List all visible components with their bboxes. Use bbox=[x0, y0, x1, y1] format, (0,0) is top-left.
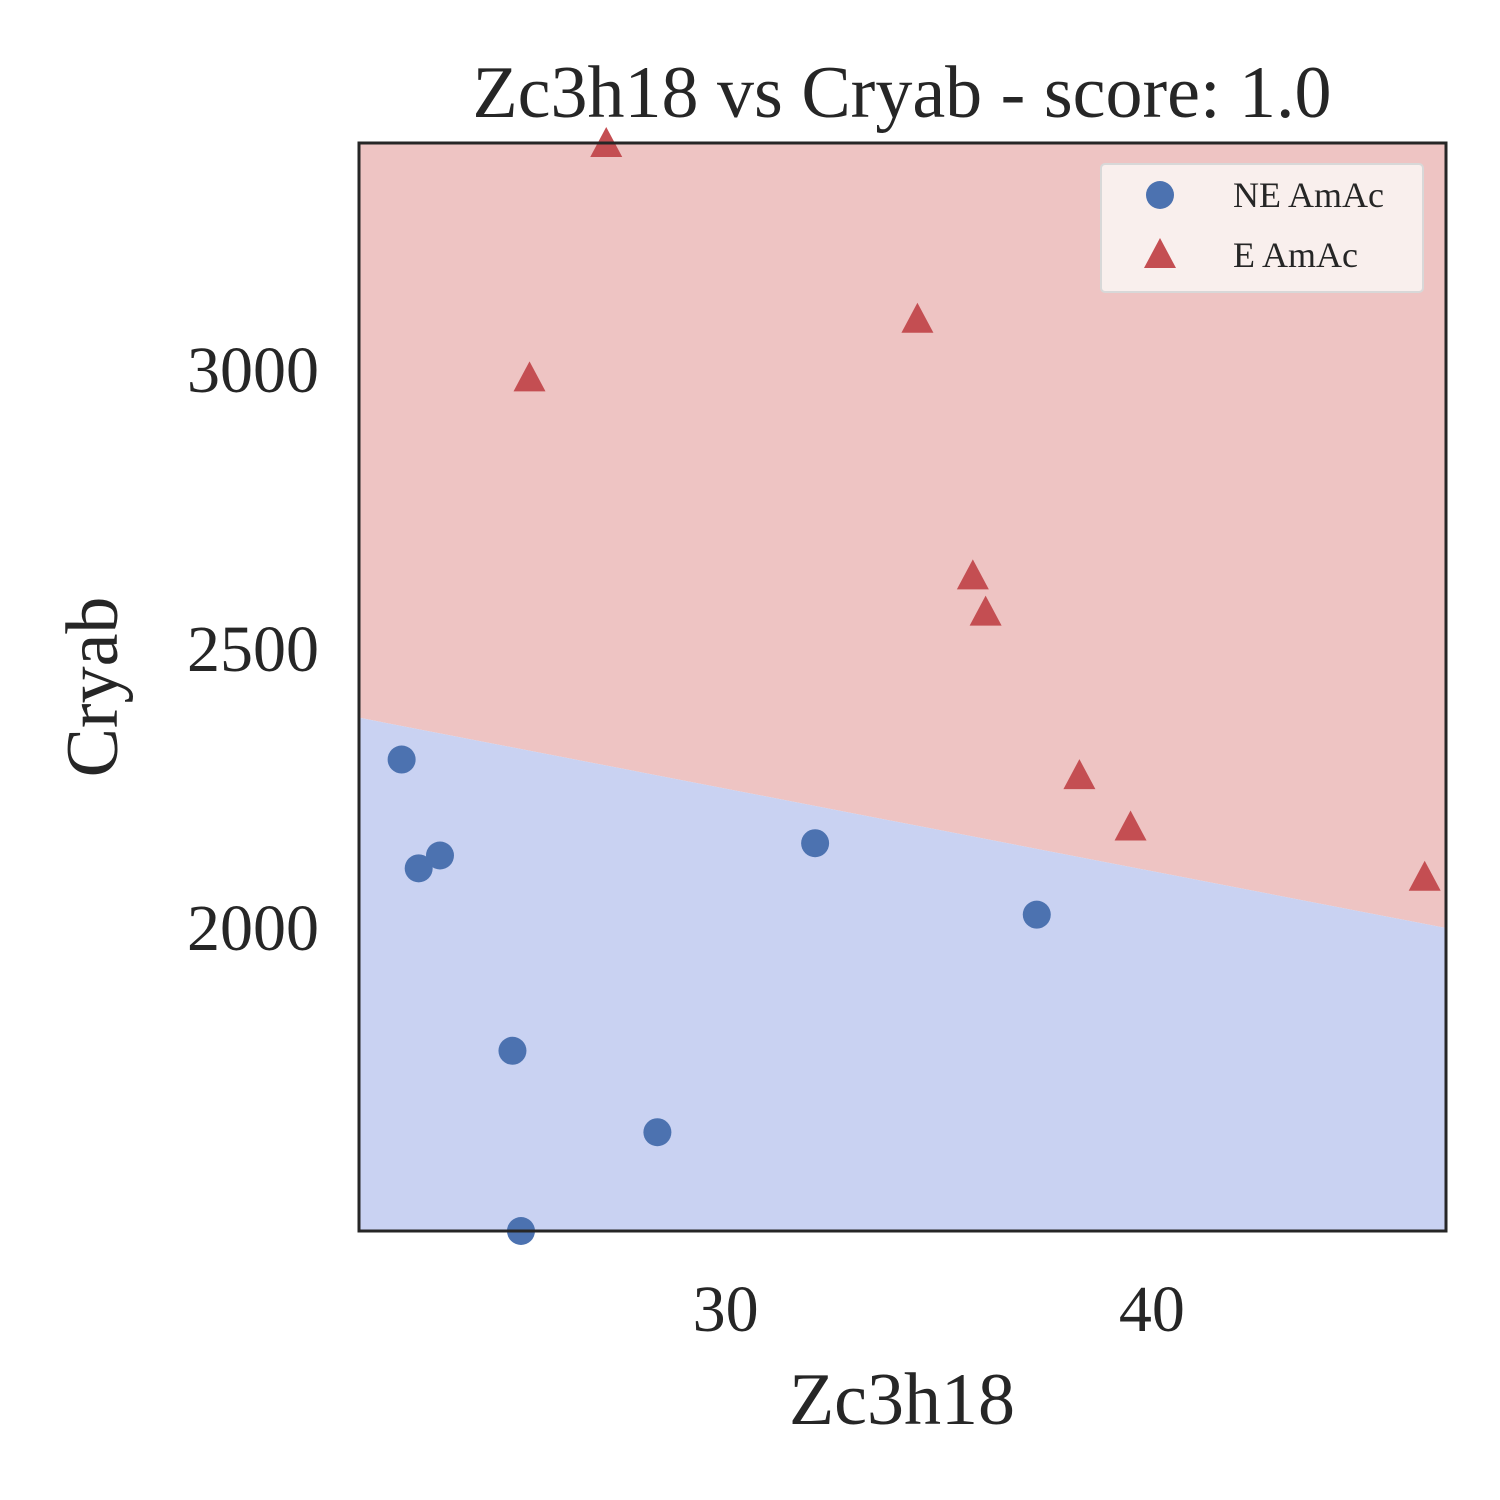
point-ne-amac bbox=[1022, 900, 1051, 929]
point-ne-amac bbox=[643, 1118, 672, 1147]
y-tick-label: 2500 bbox=[187, 613, 319, 686]
region-ne-amac bbox=[359, 717, 1446, 1231]
point-ne-amac bbox=[387, 745, 416, 774]
legend: NE AmAc E AmAc bbox=[1100, 163, 1424, 293]
decision-regions bbox=[359, 143, 1446, 1231]
region-e-amac bbox=[359, 143, 1446, 929]
point-ne-amac bbox=[498, 1036, 527, 1065]
legend-marker-e-amac bbox=[1144, 238, 1176, 268]
legend-marker-ne-amac bbox=[1146, 181, 1174, 209]
legend-box bbox=[1100, 163, 1424, 293]
y-tick-label: 2000 bbox=[187, 892, 319, 965]
legend-label-ne-amac: NE AmAc bbox=[1233, 175, 1384, 215]
legend-label-e-amac: E AmAc bbox=[1233, 235, 1358, 275]
point-e-amac bbox=[1114, 810, 1147, 841]
point-e-amac bbox=[1408, 860, 1441, 891]
y-axis-label: Cryab bbox=[52, 597, 134, 778]
point-ne-amac bbox=[801, 829, 830, 858]
x-tick-label: 30 bbox=[693, 1273, 759, 1346]
point-e-amac bbox=[1063, 759, 1096, 790]
x-tick-label: 40 bbox=[1119, 1273, 1185, 1346]
point-ne-amac bbox=[425, 841, 454, 870]
chart-title: Zc3h18 vs Cryab - score: 1.0 bbox=[472, 52, 1331, 134]
x-ticks: 30 40 bbox=[693, 1273, 1185, 1346]
point-ne-amac bbox=[404, 854, 433, 883]
plot-frame bbox=[357, 141, 1448, 1233]
point-e-amac bbox=[513, 361, 546, 392]
point-e-amac bbox=[969, 595, 1002, 626]
y-tick-label: 3000 bbox=[187, 334, 319, 407]
point-e-amac bbox=[901, 302, 934, 333]
point-e-amac bbox=[956, 559, 989, 590]
x-axis-label: Zc3h18 bbox=[789, 1359, 1015, 1441]
y-ticks: 2000 2500 3000 bbox=[187, 334, 319, 965]
